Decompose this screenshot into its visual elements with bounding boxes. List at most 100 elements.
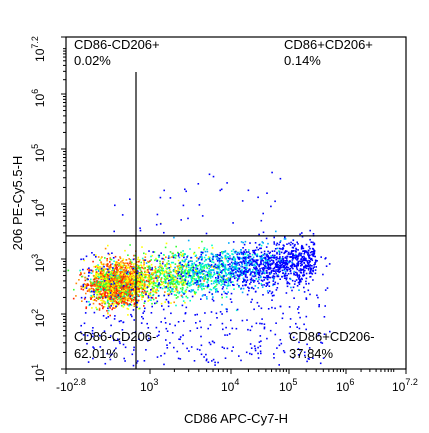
event-dot xyxy=(114,283,117,285)
event-dot xyxy=(309,264,312,267)
event-dot xyxy=(139,284,142,286)
event-dot xyxy=(135,362,138,364)
event-dot xyxy=(136,287,139,290)
event-dot xyxy=(103,302,106,304)
event-dot xyxy=(204,312,206,314)
event-dot xyxy=(304,264,307,266)
event-dot xyxy=(149,277,151,280)
event-dot xyxy=(262,254,265,256)
event-dot xyxy=(140,270,143,273)
event-dot xyxy=(247,261,250,263)
event-dot xyxy=(89,296,92,299)
event-dot xyxy=(154,268,157,270)
event-dot xyxy=(288,268,291,270)
event-dot xyxy=(90,287,93,290)
event-dot xyxy=(324,289,327,291)
event-dot xyxy=(227,280,230,283)
event-dot xyxy=(212,274,215,276)
event-dot xyxy=(123,270,126,272)
x-tick-label: 106 xyxy=(336,377,354,394)
event-dot xyxy=(215,254,217,256)
event-dot xyxy=(125,274,128,277)
event-dot xyxy=(259,268,261,270)
plot-frame xyxy=(65,36,407,370)
event-dot xyxy=(127,264,130,266)
event-dot xyxy=(317,334,319,337)
event-dot xyxy=(215,291,217,293)
quadrant-tr-percent: 0.14% xyxy=(284,53,321,68)
event-dot xyxy=(182,334,184,337)
event-dot xyxy=(158,265,161,268)
event-dot xyxy=(286,263,289,266)
event-dot xyxy=(114,276,116,278)
event-dot xyxy=(98,309,101,311)
event-dot xyxy=(94,292,97,294)
event-dot xyxy=(132,296,135,298)
event-dot xyxy=(90,278,92,281)
event-dot xyxy=(151,277,153,280)
event-dot xyxy=(142,259,145,261)
event-dot xyxy=(131,299,133,302)
event-dot xyxy=(102,307,104,310)
event-dot xyxy=(114,272,116,274)
event-dot xyxy=(143,288,146,291)
event-dot xyxy=(109,314,111,317)
event-dot xyxy=(112,257,115,259)
event-dot xyxy=(97,269,100,271)
event-dot xyxy=(298,281,301,284)
event-dot xyxy=(236,308,239,311)
event-dot xyxy=(105,281,107,283)
event-dot xyxy=(203,247,206,249)
event-dot xyxy=(194,271,196,274)
event-dot xyxy=(272,267,275,270)
event-dot xyxy=(114,279,117,281)
y-tick-label: 102 xyxy=(30,309,47,327)
event-dot xyxy=(240,270,242,272)
event-dot xyxy=(108,281,110,283)
event-dot xyxy=(284,267,286,269)
event-dot xyxy=(132,281,135,284)
event-dot xyxy=(243,261,246,263)
event-dot xyxy=(137,267,139,269)
event-dot xyxy=(158,330,160,333)
event-dot xyxy=(168,255,170,257)
event-dot xyxy=(278,271,280,274)
event-dot xyxy=(101,304,103,307)
event-dot xyxy=(217,275,219,278)
event-dot xyxy=(143,286,145,289)
event-dot xyxy=(299,279,302,282)
event-dot xyxy=(163,231,165,234)
event-dot xyxy=(177,255,180,257)
event-dot xyxy=(128,287,130,289)
event-dot xyxy=(196,273,198,276)
event-dot xyxy=(86,284,88,286)
event-dot xyxy=(160,266,162,269)
event-dot xyxy=(265,270,268,272)
event-dot xyxy=(109,257,111,259)
event-dot xyxy=(197,288,199,291)
event-dot xyxy=(243,250,245,253)
event-dot xyxy=(137,278,139,281)
event-dot xyxy=(272,254,274,257)
event-dot xyxy=(181,255,184,257)
event-dot xyxy=(115,271,117,273)
event-dot xyxy=(93,254,95,256)
event-dot xyxy=(93,285,95,287)
event-dot xyxy=(146,286,149,288)
event-dot xyxy=(232,273,234,275)
event-dot xyxy=(156,285,159,287)
event-dot xyxy=(301,232,303,234)
event-dot xyxy=(133,281,136,283)
event-dot xyxy=(214,279,216,282)
event-dot xyxy=(220,276,223,279)
event-dot xyxy=(231,350,233,352)
event-dot xyxy=(262,276,265,279)
event-dot xyxy=(119,271,121,273)
event-dot xyxy=(143,360,146,362)
event-dot xyxy=(294,280,296,283)
event-dot xyxy=(146,287,148,289)
event-dot xyxy=(207,277,209,280)
event-dot xyxy=(178,253,180,255)
event-dot xyxy=(141,246,143,248)
event-dot xyxy=(284,238,287,240)
